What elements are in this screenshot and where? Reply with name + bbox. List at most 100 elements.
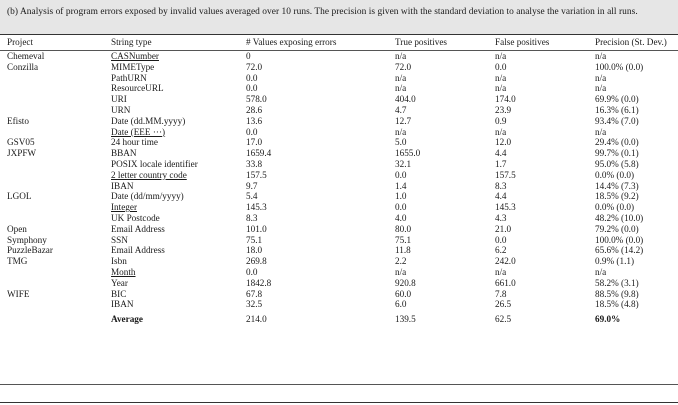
average-row: Average 214.0 139.5 62.5 69.0% (0, 310, 678, 328)
precision-cell: 58.2% (3.1) (595, 277, 639, 288)
string-type-cell: BBAN (111, 148, 137, 159)
false-positives-cell: 0.0 (495, 61, 507, 72)
table-caption: (b) Analysis of program errors exposed b… (7, 7, 638, 17)
precision-cell: n/a (595, 72, 607, 83)
project-cell: Conzilla (7, 61, 39, 72)
project-cell (0, 127, 111, 138)
bottom-rule (0, 402, 678, 403)
error-analysis-table: Project String type # Values exposing er… (0, 35, 678, 328)
true-positives-cell: 32.1 (395, 158, 412, 169)
string-type-cell: Integer (111, 202, 138, 213)
true-positives-cell: 0.0 (395, 202, 407, 213)
true-positives-cell: 60.0 (395, 288, 412, 299)
project-cell (0, 213, 111, 224)
string-type-cell: PathURN (111, 72, 147, 83)
top-rule (0, 34, 678, 35)
header-true-positives: True positives (395, 37, 447, 47)
true-positives-cell: 404.0 (395, 94, 416, 105)
true-positives-cell: 5.0 (395, 137, 407, 148)
string-type-cell: URI (111, 94, 127, 105)
table-row: JXPFW BBAN 1659.4 1655.0 4.4 99.7% (0.1) (0, 148, 678, 159)
string-type-cell: Date (dd/mm/yyyy) (111, 191, 184, 202)
header-precision: Precision (St. Dev.) (595, 37, 667, 47)
string-type-cell: Month (111, 266, 136, 277)
header-project: Project (7, 37, 34, 47)
table-row: TMG Isbn 269.8 2.2 242.0 0.9% (1.1) (0, 256, 678, 267)
precision-cell: 0.0% (0.0) (595, 169, 635, 180)
string-type-cell: POSIX locale identifier (111, 158, 198, 169)
string-type-cell: IBAN (111, 299, 134, 310)
true-positives-cell: n/a (395, 72, 407, 83)
true-positives-cell: n/a (395, 266, 407, 277)
precision-cell: 14.4% (7.3) (595, 180, 639, 191)
table-row: LGOL Date (dd/mm/yyyy) 5.4 1.0 4.4 18.5% (9.2… (0, 191, 678, 202)
project-cell: JXPFW (7, 148, 37, 159)
string-type-cell: Email Address (111, 223, 165, 234)
values-cell: 5.4 (246, 191, 258, 202)
values-cell: 1842.8 (246, 277, 272, 288)
false-positives-cell: 26.5 (495, 299, 512, 310)
table-row: PuzzleBazar Email Address 18.0 11.8 6.2 65.6%… (0, 245, 678, 256)
table-row: UK Postcode 8.3 4.0 4.3 48.2% (10.0) (0, 213, 678, 224)
values-cell: 157.5 (246, 169, 267, 180)
header-false-positives: False positives (495, 37, 550, 47)
project-cell (0, 267, 111, 278)
false-positives-cell: 12.0 (495, 137, 512, 148)
values-cell: 28.6 (246, 104, 263, 115)
true-positives-cell: 0.0 (395, 169, 407, 180)
string-type-cell: Year (111, 277, 128, 288)
precision-cell: 100.0% (0.0) (595, 61, 644, 72)
table-row: Date (EEE ···) 0.0 n/a n/a n/a (0, 127, 678, 138)
table-row: Efisto Date (dd.MM.yyyy) 13.6 12.7 0.9 93.4% … (0, 116, 678, 127)
precision-cell: 79.2% (0.0) (595, 223, 639, 234)
false-positives-cell: 174.0 (495, 94, 516, 105)
false-positives-cell: 4.4 (495, 191, 507, 202)
table-row: Year 1842.8 920.8 661.0 58.2% (3.1) (0, 278, 678, 289)
string-type-cell: Date (dd.MM.yyyy) (111, 115, 186, 126)
values-cell: 269.8 (246, 256, 267, 267)
project-cell (0, 73, 111, 84)
false-positives-cell: n/a (495, 72, 507, 83)
true-positives-cell: 72.0 (395, 61, 412, 72)
table-row: IBAN 9.7 1.4 8.3 14.4% (7.3) (0, 181, 678, 192)
table-body: Chemeval CASNumber 0 n/a n/a n/a Conzilla MIMET… (0, 50, 678, 310)
true-positives-cell: n/a (395, 126, 407, 137)
string-type-cell: BIC (111, 288, 127, 299)
precision-cell: 16.3% (6.1) (595, 104, 639, 115)
false-positives-cell: 4.3 (495, 212, 507, 223)
string-type-cell: 2 letter country code (111, 169, 187, 180)
false-positives-cell: n/a (495, 83, 507, 94)
string-type-cell: SSN (111, 234, 128, 245)
string-type-cell: 24 hour time (111, 137, 158, 148)
project-cell (0, 94, 111, 105)
false-positives-cell: n/a (495, 266, 507, 277)
precision-cell: 88.5% (9.8) (595, 288, 639, 299)
values-cell: 18.0 (246, 245, 263, 256)
table-row: POSIX locale identifier 33.8 32.1 1.7 95.0% … (0, 159, 678, 170)
values-cell: 17.0 (246, 137, 263, 148)
project-cell (0, 83, 111, 94)
average-values: 214.0 (246, 314, 267, 325)
values-cell: 13.6 (246, 115, 263, 126)
project-cell (0, 105, 111, 116)
string-type-cell: CASNumber (111, 51, 159, 61)
project-cell: Symphony (7, 234, 47, 245)
values-cell: 72.0 (246, 61, 263, 72)
average-label: Average (111, 314, 143, 325)
header-rule (0, 50, 678, 51)
values-cell: 0.0 (246, 126, 258, 137)
project-cell: WIFE (7, 288, 30, 299)
false-positives-cell: 0.9 (495, 115, 507, 126)
precision-cell: 0.9% (1.1) (595, 256, 635, 267)
average-true-positives: 139.5 (395, 314, 416, 325)
true-positives-cell: 4.7 (395, 104, 407, 115)
false-positives-cell: 1.7 (495, 158, 507, 169)
values-cell: 8.3 (246, 212, 258, 223)
string-type-cell: ResourceURL (111, 83, 164, 94)
true-positives-cell: n/a (395, 83, 407, 94)
values-cell: 101.0 (246, 223, 267, 234)
false-positives-cell: 242.0 (495, 256, 516, 267)
project-cell (0, 170, 111, 181)
values-cell: 0 (246, 51, 251, 61)
precision-cell: n/a (595, 51, 607, 61)
